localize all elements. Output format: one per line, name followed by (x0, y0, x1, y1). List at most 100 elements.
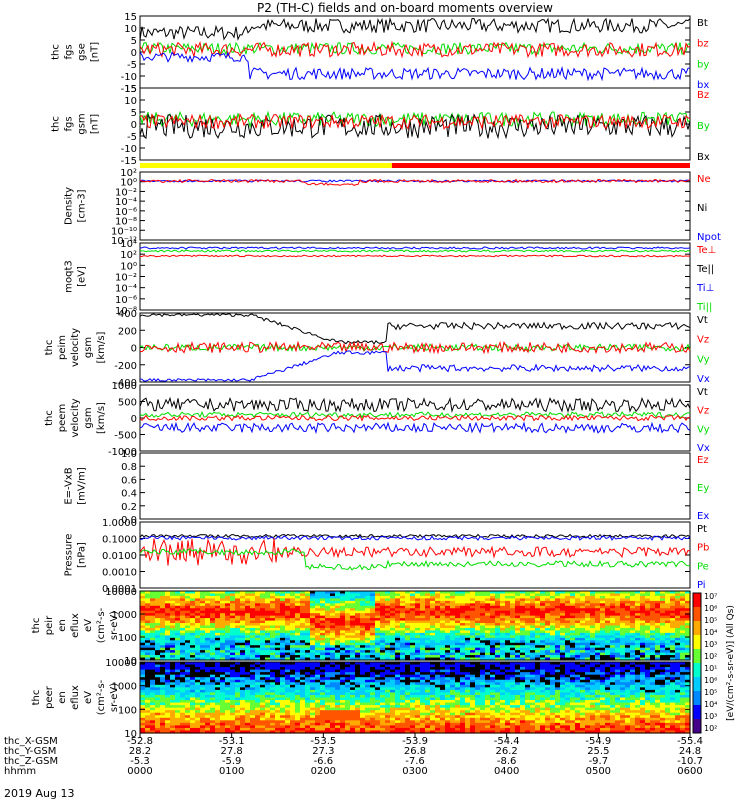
spectrogram-cell-9 (200, 730, 206, 734)
spectrogram-cell-8 (370, 637, 376, 641)
spectrogram-cell-9 (380, 687, 386, 691)
spectrogram-cell-9 (170, 662, 176, 666)
spectrogram-cell-9 (255, 725, 261, 729)
spectrogram-cell-9 (270, 700, 276, 704)
spectrogram-cell-9 (410, 707, 416, 711)
spectrogram-cell-8 (400, 605, 406, 609)
spectrogram-cell-9 (260, 669, 266, 673)
spectrogram-cell-9 (400, 669, 406, 673)
spectrogram-cell-8 (185, 650, 191, 654)
spectrogram-cell-8 (655, 610, 661, 614)
spectrogram-cell-9 (430, 692, 436, 696)
spectrogram-cell-9 (180, 692, 186, 696)
spectrogram-cell-9 (360, 674, 366, 678)
spectrogram-cell-8 (480, 642, 486, 646)
spectrogram-cell-8 (175, 630, 181, 634)
spectrogram-cell-9 (215, 730, 221, 734)
spectrogram-cell-9 (405, 662, 411, 666)
spectrogram-cell-8 (165, 605, 171, 609)
spectrogram-cell-9 (425, 672, 431, 676)
spectrogram-cell-8 (675, 595, 681, 599)
spectrogram-cell-9 (415, 707, 421, 711)
spectrogram-cell-9 (145, 712, 151, 716)
spectrogram-cell-9 (145, 689, 151, 694)
spectrogram-cell-9 (385, 674, 391, 678)
spectrogram-cell-9 (205, 667, 211, 671)
spectrogram-cell-8 (555, 652, 561, 656)
spectrogram-cell-9 (140, 715, 146, 719)
spectrogram-cell-8 (405, 605, 411, 609)
spectrogram-cell-8 (290, 647, 296, 651)
spectrogram-cell-8 (640, 657, 646, 661)
spectrogram-cell-8 (155, 650, 161, 654)
spectrogram-cell-8 (430, 630, 436, 634)
spectrogram-cell-9 (245, 677, 251, 681)
spectrogram-cell-8 (280, 603, 286, 607)
spectrogram-cell-8 (515, 613, 521, 617)
spectrogram-cell-8 (275, 632, 281, 636)
spectrogram-cell-9 (195, 710, 201, 714)
spectrogram-cell-9 (280, 727, 286, 732)
spectrogram-cell-8 (340, 613, 346, 617)
spectrogram-cell-9 (395, 707, 401, 711)
spectrogram-cell-8 (505, 620, 511, 624)
spectrogram-cell-8 (270, 652, 276, 656)
spectrogram-cell-9 (325, 712, 331, 716)
spectrogram-cell-8 (480, 655, 486, 659)
spectrogram-cell-8 (545, 625, 551, 629)
spectrogram-cell-8 (595, 627, 601, 632)
spectrogram-cell-8 (500, 632, 506, 636)
spectrogram-cell-8 (210, 605, 216, 609)
spectrogram-cell-8 (190, 625, 196, 629)
spectrogram-cell-8 (600, 613, 606, 617)
spectrogram-cell-9 (315, 682, 321, 686)
spectrogram-cell-9 (415, 710, 421, 714)
spectrogram-cell-8 (315, 600, 321, 604)
spectrogram-cell-9 (235, 710, 241, 714)
spectrogram-cell-9 (295, 702, 301, 706)
spectrogram-cell-8 (400, 613, 406, 617)
spectrogram-cell-9 (205, 684, 211, 688)
spectrogram-cell-9 (325, 717, 331, 721)
spectrogram-cell-8 (220, 625, 226, 629)
spectrogram-cell-9 (185, 712, 191, 716)
spectrogram-cell-9 (300, 722, 306, 726)
spectrogram-cell-8 (530, 600, 536, 604)
spectrogram-cell-8 (290, 645, 296, 649)
spectrogram-cell-9 (290, 662, 296, 666)
spectrogram-cell-8 (155, 645, 161, 649)
spectrogram-cell-8 (420, 598, 426, 602)
spectrogram-cell-8 (375, 615, 381, 619)
spectrogram-cell-8 (665, 618, 671, 622)
spectrogram-cell-9 (295, 700, 301, 704)
spectrogram-cell-8 (635, 615, 641, 619)
spectrogram-cell-8 (655, 642, 661, 646)
spectrogram-cell-9 (305, 702, 311, 706)
spectrogram-cell-8 (450, 642, 456, 646)
spectrogram-cell-8 (380, 650, 386, 654)
spectrogram-cell-9 (270, 692, 276, 696)
spectrogram-cell-9 (400, 727, 406, 732)
spectrogram-cell-8 (505, 603, 511, 607)
spectrogram-cell-9 (285, 717, 291, 721)
spectrogram-cell-8 (305, 632, 311, 636)
spectrogram-cell-8 (210, 635, 216, 639)
spectrogram-cell-9 (355, 692, 361, 696)
spectrogram-cell-8 (285, 630, 291, 634)
spectrogram-cell-8 (280, 620, 286, 624)
spectrogram-cell-9 (335, 677, 341, 681)
spectrogram-cell-9 (165, 710, 171, 714)
spectrogram-cell-9 (165, 689, 171, 694)
spectrogram-cell-8 (450, 598, 456, 602)
spectrogram-cell-8 (360, 613, 366, 617)
spectrogram-cell-8 (370, 630, 376, 634)
spectrogram-cell-9 (250, 722, 256, 726)
spectrogram-cell-9 (345, 700, 351, 704)
spectrogram-cell-9 (335, 669, 341, 673)
spectrogram-cell-9 (415, 677, 421, 681)
spectrogram-cell-8 (425, 603, 431, 607)
spectrogram-cell-9 (270, 682, 276, 686)
spectrogram-cell-8 (575, 591, 581, 595)
spectrogram-cell-9 (140, 710, 146, 714)
spectrogram-cell-9 (290, 700, 296, 704)
